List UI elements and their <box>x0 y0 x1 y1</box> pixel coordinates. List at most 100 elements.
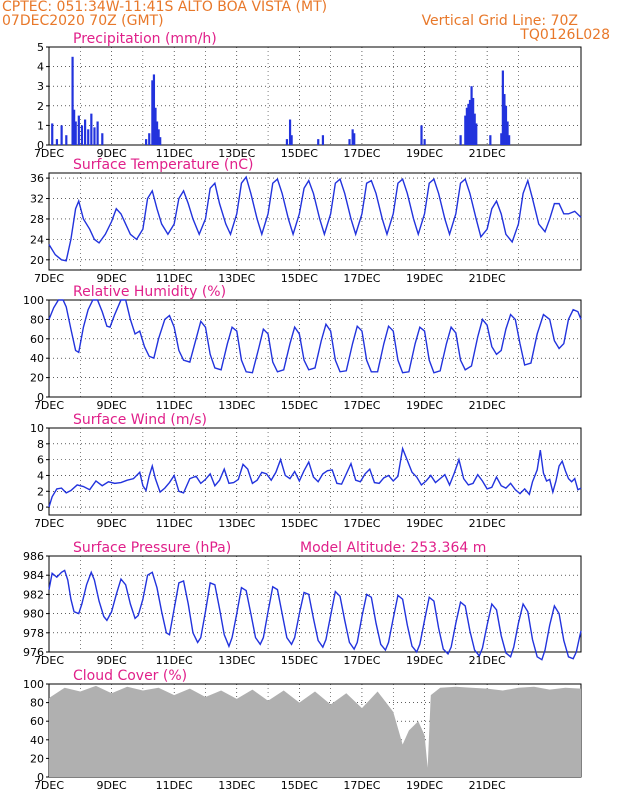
precip-bar <box>148 133 151 145</box>
precip-bar <box>465 107 468 145</box>
temp-xtick-label: 13DEC <box>218 272 255 285</box>
precip-ytick-label: 1 <box>37 119 44 132</box>
temp-ytick-label: 36 <box>30 172 44 185</box>
cloud-ytick-label: 60 <box>30 715 44 728</box>
precip-bar <box>500 133 503 145</box>
cloud-ytick-label: 40 <box>30 734 44 747</box>
wind-xtick-label: 7DEC <box>34 517 64 530</box>
precip-xtick-label: 21DEC <box>469 147 506 160</box>
cloud-xtick-label: 9DEC <box>97 779 127 792</box>
wind-xtick-label: 17DEC <box>343 517 380 530</box>
temp-frame <box>48 172 582 271</box>
precip-bar <box>459 135 462 145</box>
precip-bar <box>154 107 157 145</box>
cloud-xtick-label: 21DEC <box>469 779 506 792</box>
precip-xtick-label: 17DEC <box>343 147 380 160</box>
pres-ytick-label: 978 <box>23 627 44 640</box>
precip-bar <box>353 133 356 145</box>
temp-xtick-label: 21DEC <box>469 272 506 285</box>
rh-xtick-label: 7DEC <box>34 399 64 412</box>
precip-bar <box>423 139 426 145</box>
rh-ytick-label: 100 <box>23 294 44 307</box>
precip-bar <box>290 135 293 145</box>
precip-bar <box>489 135 492 145</box>
temp-xtick-label: 19DEC <box>406 272 443 285</box>
cloud-ytick-label: 0 <box>37 771 44 784</box>
temp-xtick-label: 9DEC <box>97 272 127 285</box>
precip-bar <box>65 135 68 145</box>
precip-ytick-label: 2 <box>37 100 44 113</box>
pres-line <box>48 569 582 661</box>
precip-xtick-label: 11DEC <box>156 147 193 160</box>
rh-xtick-label: 15DEC <box>281 399 318 412</box>
precip-bar <box>77 115 80 145</box>
rh-xtick-label: 11DEC <box>156 399 193 412</box>
temp-ytick-label: 20 <box>30 254 44 267</box>
cloud-xtick-label: 15DEC <box>281 779 318 792</box>
cloud-xtick-label: 7DEC <box>34 779 64 792</box>
wind-frame <box>48 427 582 516</box>
precip-bar <box>473 113 476 145</box>
wind-xtick-label: 21DEC <box>469 517 506 530</box>
rh-title: Relative Humidity (%) <box>73 284 226 300</box>
precip-bar <box>145 139 148 145</box>
pres-extra: Model Altitude: 253.364 m <box>300 540 486 556</box>
precip-bar <box>87 129 90 145</box>
precip-bar <box>317 139 320 145</box>
model-code: TQ0126L028 <box>520 27 610 43</box>
cloud-cover-area <box>49 685 581 777</box>
precip-bar <box>93 127 96 145</box>
precip-ytick-label: 5 <box>37 41 44 54</box>
precip-bar <box>475 123 478 145</box>
precip-bar <box>159 137 162 145</box>
pres-xtick-label: 9DEC <box>97 654 127 667</box>
rh-line <box>48 299 582 374</box>
cloud-xtick-label: 17DEC <box>343 779 380 792</box>
rh-ytick-label: 0 <box>37 391 44 404</box>
pres-ytick-label: 986 <box>23 550 44 563</box>
precip-bar <box>55 139 59 145</box>
precip-xtick-label: 7DEC <box>34 147 64 160</box>
precip-bar <box>157 129 160 145</box>
pres-xtick-label: 17DEC <box>343 654 380 667</box>
pres-ytick-label: 980 <box>23 608 44 621</box>
precip-bar <box>467 103 470 145</box>
date-header: 07DEC2020 70Z (GMT) <box>2 13 164 29</box>
wind-ytick-label: 6 <box>37 454 44 467</box>
precip-bar <box>101 133 104 145</box>
temp-xtick-label: 7DEC <box>34 272 64 285</box>
precip-bar <box>321 135 325 145</box>
precip-bar <box>468 99 472 145</box>
pres-xtick-label: 15DEC <box>281 654 318 667</box>
rh-xtick-label: 17DEC <box>343 399 380 412</box>
station-header: CPTEC: 051:34W-11:41S ALTO BOA VISTA (MT… <box>2 0 328 15</box>
wind-xtick-label: 11DEC <box>156 517 193 530</box>
temp-ytick-label: 24 <box>30 233 44 246</box>
precip-bar <box>80 125 84 145</box>
wind-line <box>48 445 582 508</box>
cloud-xtick-label: 19DEC <box>406 779 443 792</box>
rh-ytick-label: 40 <box>30 352 44 365</box>
temp-title: Surface Temperature (nC) <box>73 157 254 173</box>
wind-xtick-label: 9DEC <box>97 517 127 530</box>
precip-bar <box>155 121 159 145</box>
wind-xtick-label: 19DEC <box>406 517 443 530</box>
precip-bar <box>285 139 289 145</box>
precip-ytick-label: 4 <box>37 61 44 74</box>
precip-bar <box>74 121 77 145</box>
precip-bar <box>506 121 509 145</box>
cloud-ytick-label: 80 <box>30 697 44 710</box>
rh-xtick-label: 21DEC <box>469 399 506 412</box>
wind-ytick-label: 2 <box>37 485 44 498</box>
precip-bar <box>96 121 99 145</box>
precip-ytick-label: 3 <box>37 80 44 93</box>
temp-xtick-label: 11DEC <box>156 272 193 285</box>
precip-bar <box>152 74 156 145</box>
wind-ytick-label: 8 <box>37 438 44 451</box>
pres-xtick-label: 7DEC <box>34 654 64 667</box>
rh-xtick-label: 9DEC <box>97 399 127 412</box>
precip-xtick-label: 13DEC <box>218 147 255 160</box>
precip-bar <box>501 70 504 145</box>
pres-xtick-label: 11DEC <box>156 654 193 667</box>
temp-ytick-label: 32 <box>30 193 44 206</box>
